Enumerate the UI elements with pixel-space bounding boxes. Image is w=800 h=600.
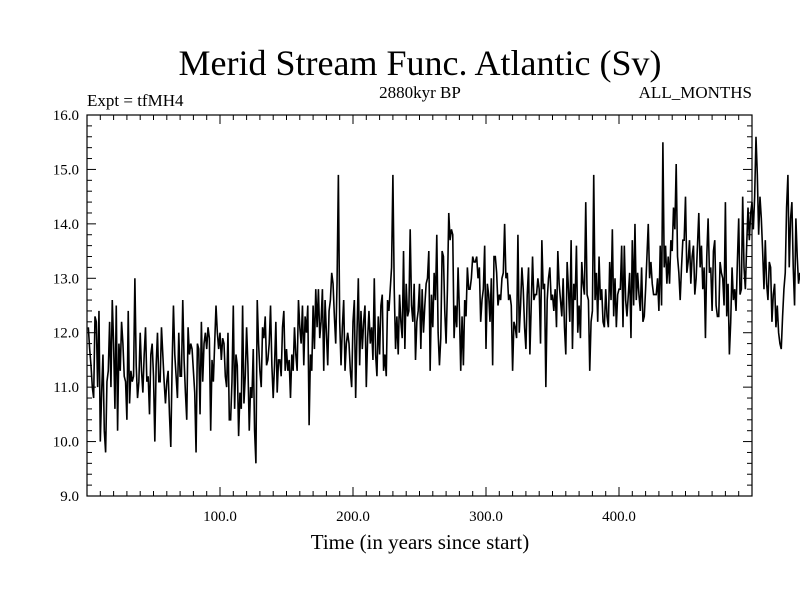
y-tick-label: 10.0: [53, 435, 79, 451]
experiment-label: Expt = tfMH4: [87, 91, 184, 110]
series-line: [87, 136, 800, 464]
y-tick-label: 12.0: [53, 326, 79, 342]
x-tick-label: 200.0: [336, 509, 370, 525]
period-label: 2880kyr BP: [379, 83, 461, 102]
y-tick-label: 13.0: [53, 271, 79, 287]
x-tick-label: 300.0: [469, 509, 503, 525]
x-axis: 100.0 200.0 300.0 400.0: [99, 115, 740, 525]
x-axis-label: Time (in years since start): [311, 530, 530, 554]
y-tick-label: 15.0: [53, 162, 79, 178]
y-tick-label: 9.0: [60, 489, 79, 505]
months-label: ALL_MONTHS: [639, 83, 752, 102]
y-tick-label: 11.0: [53, 380, 79, 396]
x-tick-label: 400.0: [602, 509, 636, 525]
y-tick-label: 14.0: [53, 217, 79, 233]
chart-title: Merid Stream Func. Atlantic (Sv): [179, 43, 662, 83]
x-tick-label: 100.0: [203, 509, 237, 525]
y-tick-label: 16.0: [53, 108, 79, 124]
y-axis: 9.0 10.0 11.0 12.0 13.0 14.0 15.0 16.0: [53, 108, 752, 505]
